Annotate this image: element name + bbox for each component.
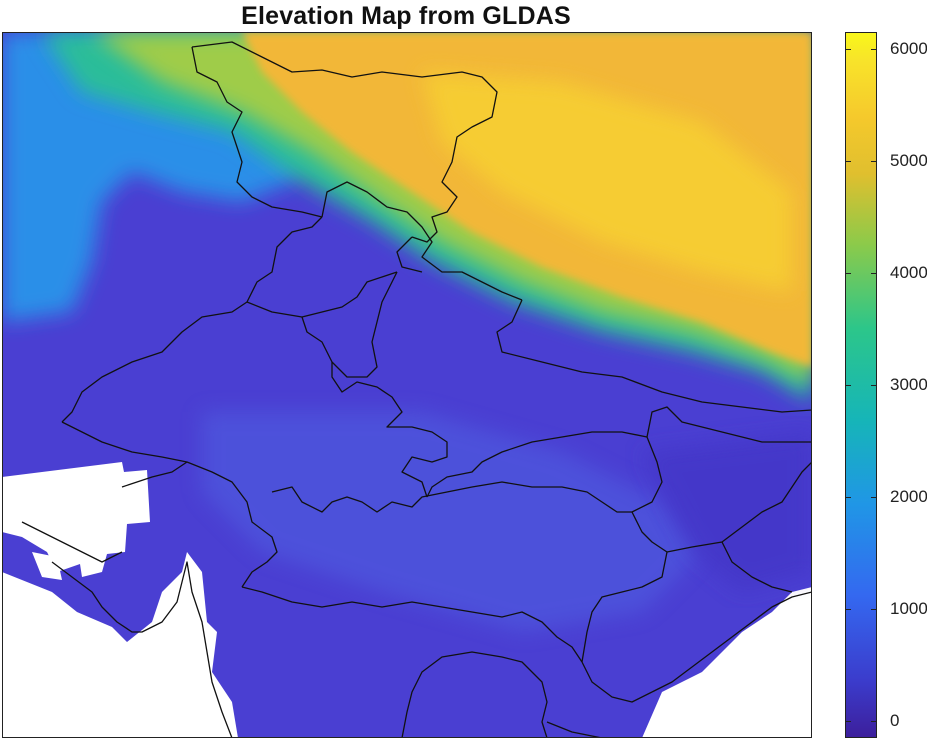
colorbar-tick-label: 4000 xyxy=(890,262,927,282)
colorbar-tick-mark xyxy=(845,609,851,611)
colorbar-tick-label: 5000 xyxy=(890,150,927,170)
plateau-region xyxy=(202,412,702,632)
colorbar-tick-mark xyxy=(845,385,851,386)
eastern-lowland xyxy=(642,432,812,592)
colorbar-tick-mark xyxy=(871,385,877,386)
colorbar-tick-mark xyxy=(871,497,877,499)
elevation-map xyxy=(2,32,812,738)
peak-areas xyxy=(422,72,792,292)
colorbar-tick-mark xyxy=(871,160,877,162)
colorbar-tick-mark xyxy=(845,497,851,499)
colorbar-tick-mark xyxy=(871,272,877,274)
colorbar-tick-mark xyxy=(845,160,851,162)
colorbar-tick-mark xyxy=(871,721,877,723)
map-canvas xyxy=(2,32,812,738)
colorbar-tick-label: 6000 xyxy=(890,38,927,58)
no-data-areas xyxy=(2,462,812,738)
map-frame xyxy=(2,32,812,738)
state-borders xyxy=(21,41,812,738)
colorbar-tick-label: 0 xyxy=(890,711,900,731)
colorbar-tick-label: 2000 xyxy=(890,487,927,507)
map-title: Elevation Map from GLDAS xyxy=(241,2,571,30)
colorbar-tick-mark xyxy=(845,721,851,723)
colorbar-tick-label: 1000 xyxy=(890,599,927,619)
colorbar-tick-mark xyxy=(845,48,851,50)
colorbar-tick-label: 3000 xyxy=(890,375,927,394)
colorbar-tick-mark xyxy=(871,609,877,611)
colorbar-tick-mark xyxy=(871,48,877,50)
colorbar-tick-mark xyxy=(845,272,851,274)
